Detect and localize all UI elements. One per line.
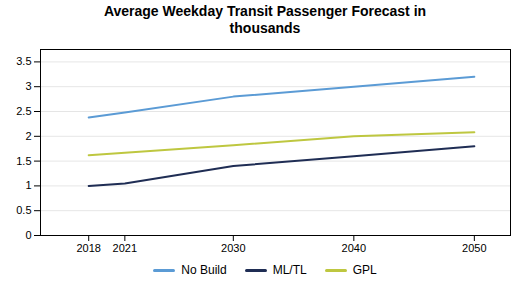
svg-text:2021: 2021 (113, 242, 137, 254)
svg-text:1: 1 (25, 179, 31, 191)
svg-text:1.5: 1.5 (16, 155, 31, 167)
svg-text:0: 0 (25, 229, 31, 241)
svg-text:2: 2 (25, 130, 31, 142)
svg-text:2050: 2050 (462, 242, 486, 254)
html-text:GPL: GPL (352, 263, 377, 277)
svg-text:2030: 2030 (221, 242, 245, 254)
svg-text:3: 3 (25, 80, 31, 92)
svg-text:3.5: 3.5 (16, 55, 31, 67)
svg-text:2040: 2040 (342, 242, 366, 254)
svg-text:0.5: 0.5 (16, 204, 31, 216)
html-text:No Build: No Build (181, 263, 227, 277)
html-text:ML/TL: ML/TL (272, 263, 307, 277)
svg-text:2.5: 2.5 (16, 105, 31, 117)
svg-text:2018: 2018 (76, 242, 100, 254)
html-text:Average Weekday Transit Passen: Average Weekday Transit Passenger Foreca… (103, 3, 427, 36)
